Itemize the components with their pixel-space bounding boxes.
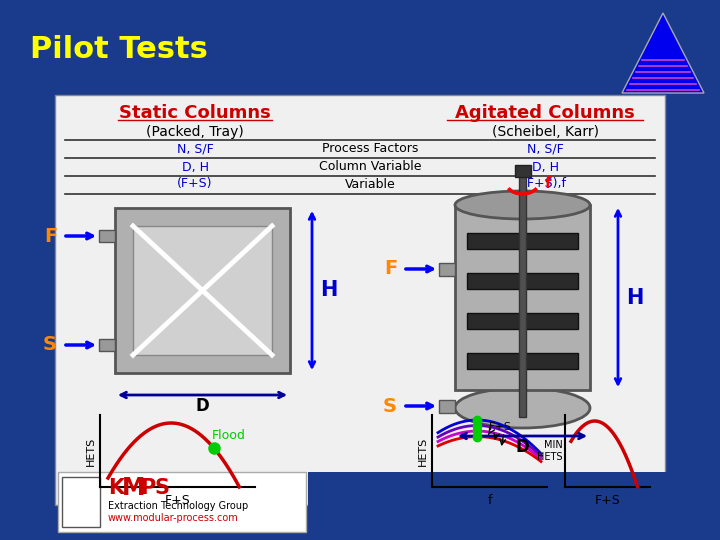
Text: HETS: HETS (86, 436, 96, 465)
Text: f: f (544, 176, 551, 191)
FancyBboxPatch shape (99, 339, 115, 351)
FancyBboxPatch shape (439, 400, 455, 413)
Text: F: F (44, 226, 57, 246)
FancyBboxPatch shape (308, 472, 668, 510)
Text: Extraction Technology Group: Extraction Technology Group (108, 501, 248, 511)
Text: D, H: D, H (531, 160, 559, 173)
Text: Process Factors: Process Factors (322, 143, 418, 156)
FancyBboxPatch shape (62, 477, 100, 527)
Text: F+S: F+S (489, 422, 511, 432)
Text: D, H: D, H (181, 160, 209, 173)
Text: H: H (626, 287, 644, 307)
FancyBboxPatch shape (58, 472, 306, 532)
FancyBboxPatch shape (455, 205, 590, 390)
Text: (Scheibel, Karr): (Scheibel, Karr) (492, 125, 598, 139)
Text: N, S/F: N, S/F (526, 143, 563, 156)
Text: Static Columns: Static Columns (119, 104, 271, 122)
FancyBboxPatch shape (99, 230, 115, 242)
Text: Column Variable: Column Variable (319, 160, 421, 173)
FancyBboxPatch shape (439, 263, 455, 276)
FancyBboxPatch shape (115, 208, 290, 373)
Text: MIN
HETS: MIN HETS (538, 440, 563, 462)
Text: www.modular-process.com: www.modular-process.com (108, 513, 239, 523)
FancyBboxPatch shape (55, 95, 665, 505)
FancyBboxPatch shape (467, 273, 578, 289)
Text: Flood: Flood (212, 429, 246, 442)
Text: S: S (155, 478, 170, 498)
Text: (F+S),f: (F+S),f (523, 178, 567, 191)
Polygon shape (622, 13, 704, 93)
Text: F+S: F+S (595, 495, 621, 508)
Text: Agitated Columns: Agitated Columns (455, 104, 635, 122)
Text: HETS: HETS (418, 436, 428, 465)
Text: N, S/F: N, S/F (176, 143, 213, 156)
Text: D: D (516, 438, 529, 456)
Text: f: f (487, 495, 492, 508)
FancyBboxPatch shape (133, 226, 272, 355)
Ellipse shape (455, 388, 590, 428)
Text: Variable: Variable (345, 178, 395, 191)
Ellipse shape (455, 191, 590, 219)
FancyBboxPatch shape (467, 233, 578, 249)
FancyBboxPatch shape (467, 313, 578, 329)
Text: Pilot Tests: Pilot Tests (30, 36, 208, 64)
Text: H: H (320, 280, 338, 300)
Text: (Packed, Tray): (Packed, Tray) (146, 125, 244, 139)
FancyBboxPatch shape (515, 165, 531, 177)
Text: M: M (122, 476, 145, 500)
Text: (F+S): (F+S) (177, 178, 212, 191)
Text: F: F (384, 260, 397, 279)
Text: P: P (140, 478, 156, 498)
Text: K: K (108, 478, 124, 498)
FancyBboxPatch shape (467, 353, 578, 369)
FancyBboxPatch shape (519, 177, 526, 417)
Text: S: S (43, 335, 57, 354)
Text: D: D (196, 397, 210, 415)
Text: F+S: F+S (165, 495, 190, 508)
Text: S: S (383, 396, 397, 415)
